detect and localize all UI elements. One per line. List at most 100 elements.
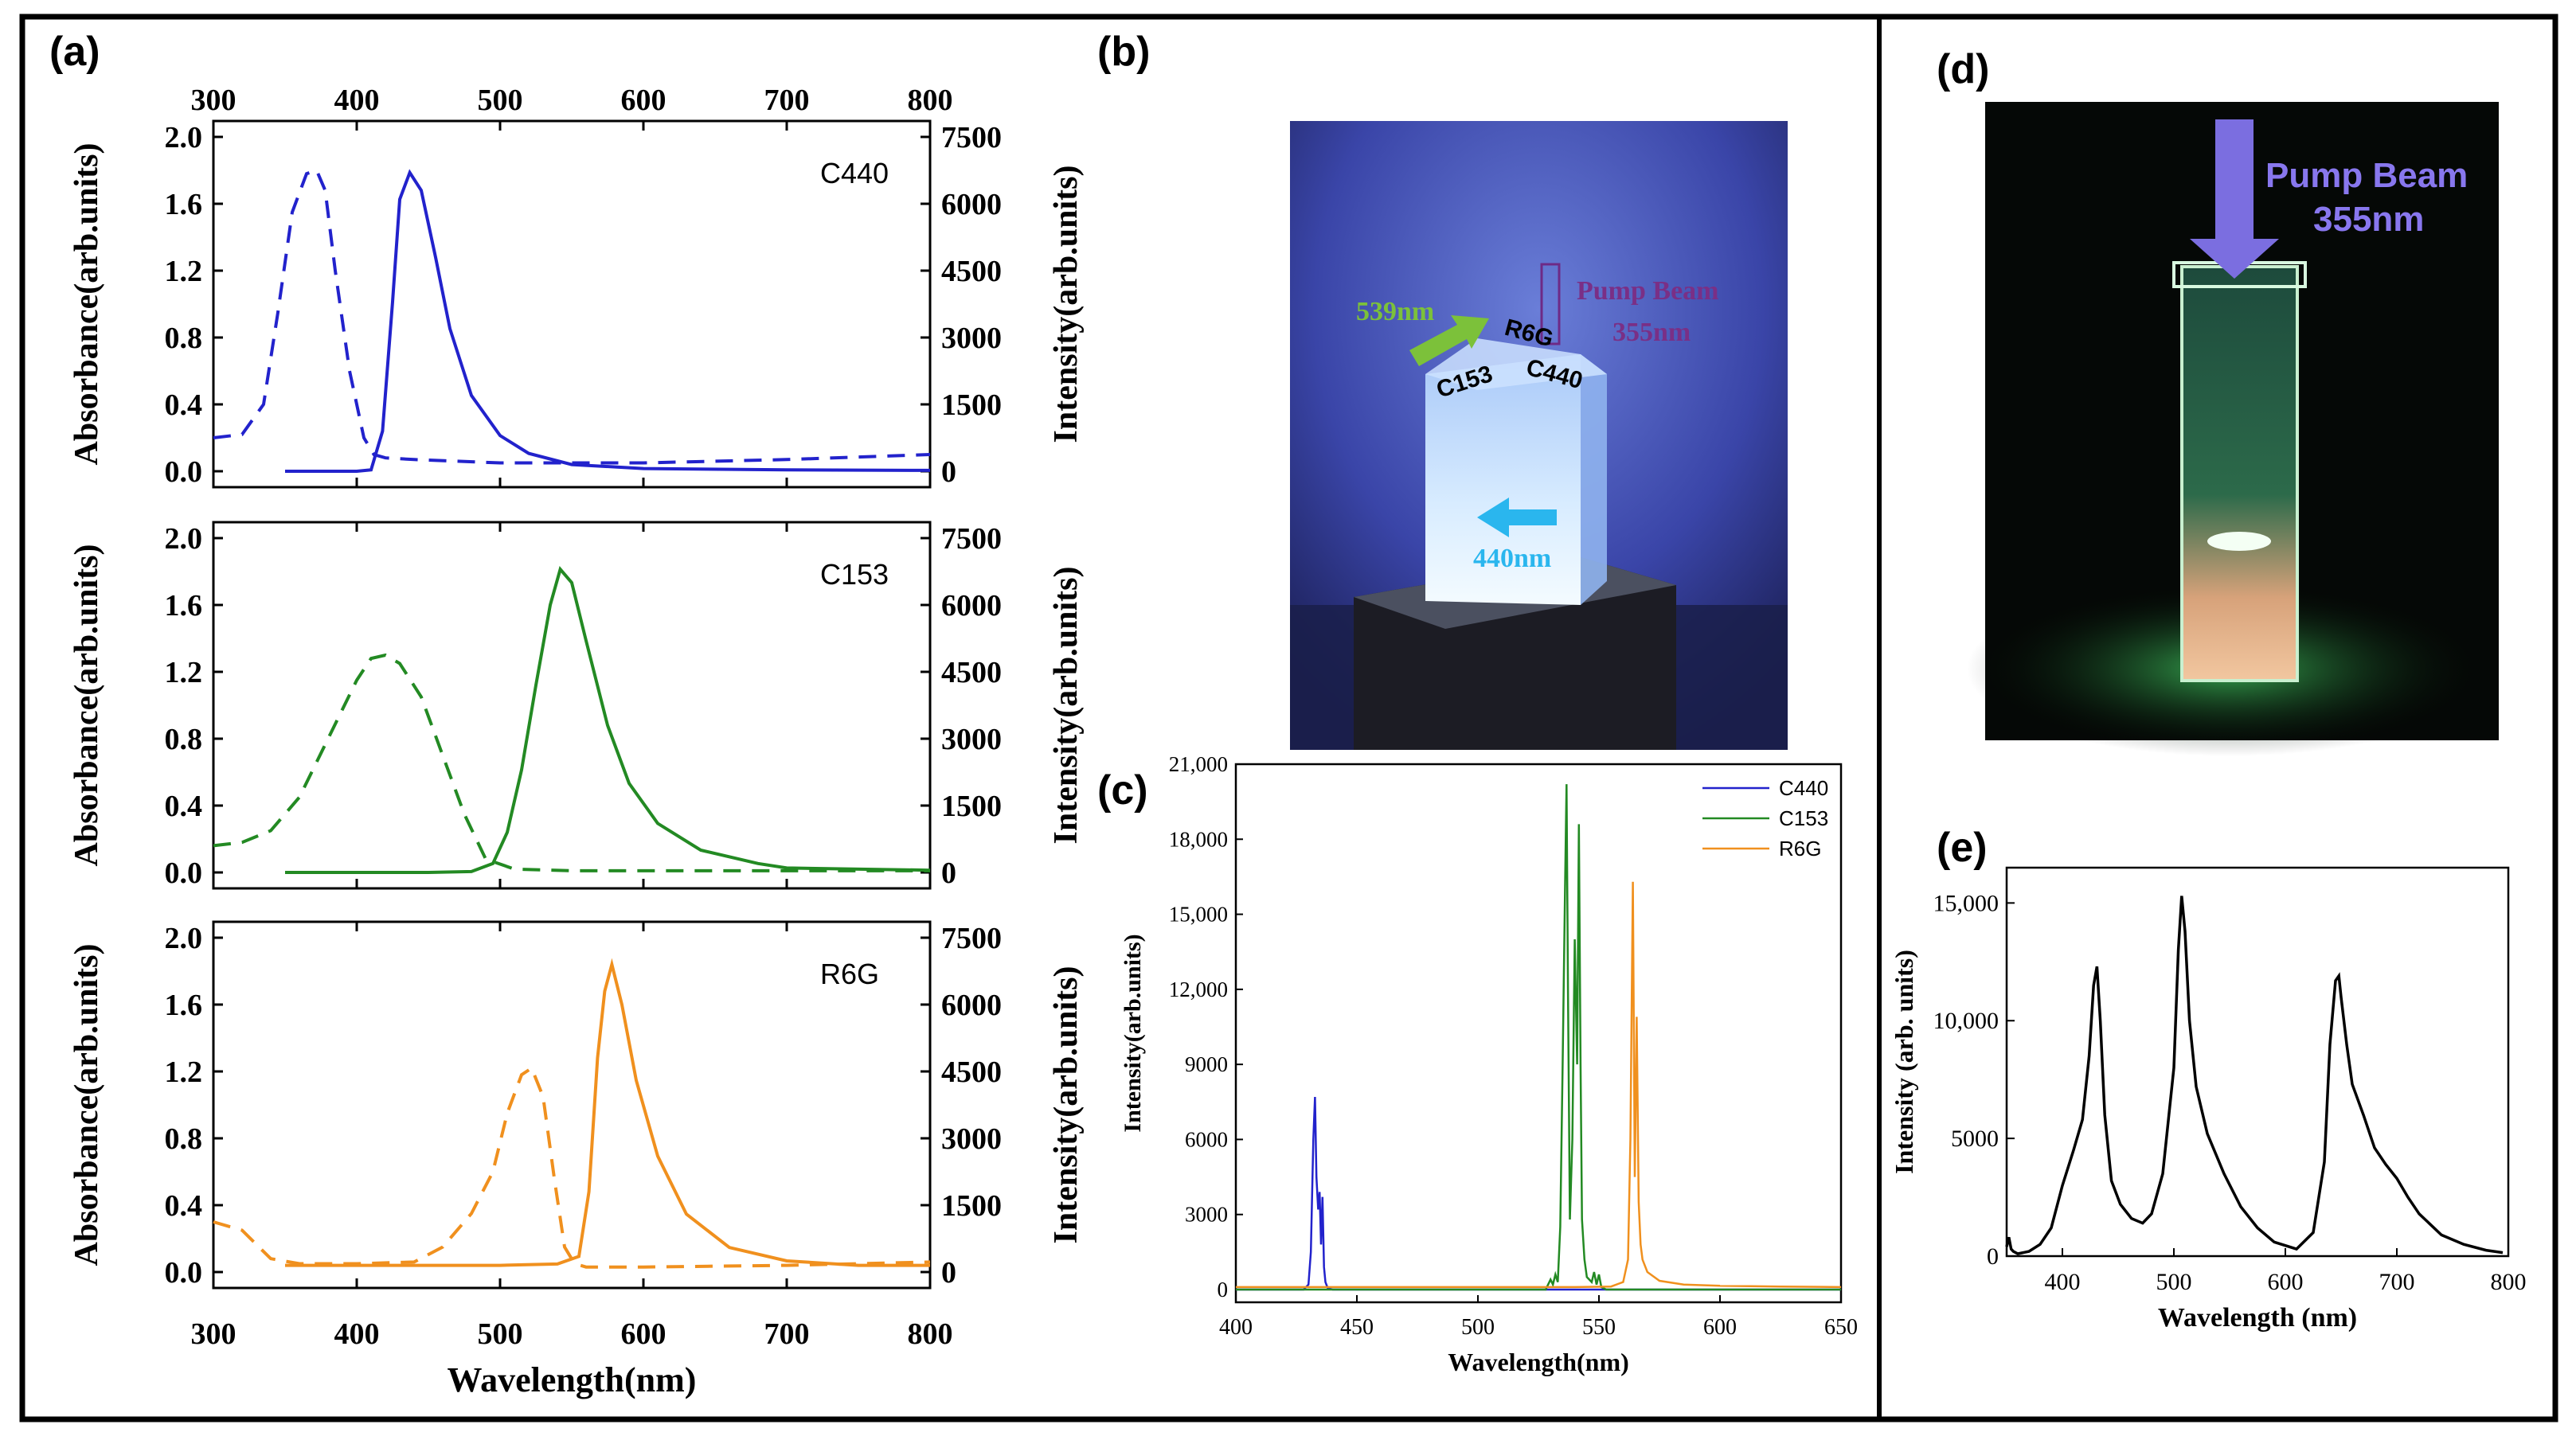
- photo-b-pump-marker: [1540, 263, 1561, 345]
- plot-frame-e: [2005, 866, 2510, 1258]
- photo-b-green-arrow: [1409, 315, 1489, 366]
- tick-label-left: 2.0: [165, 121, 203, 154]
- chart-c: 0 3000 6000 9000 12,000 15,000 18,000 21,000 400…: [1120, 752, 1858, 1376]
- tick-label-right: 0: [941, 1256, 956, 1290]
- tick-label-left: 0.0: [165, 455, 203, 489]
- tick-label-top: 400: [334, 84, 380, 117]
- photo-b-label-539nm: 539nm: [1356, 297, 1434, 326]
- photo-d-cuvette: [2180, 265, 2299, 682]
- legend-label-C440: C440: [1779, 776, 1828, 800]
- tick-label-top: 700: [764, 84, 810, 117]
- panel-label-d: (d): [1937, 46, 1989, 92]
- tick-label-left: 21,000: [1169, 752, 1228, 776]
- tick-label-bottom: 500: [2156, 1269, 2192, 1295]
- tick-label-left: 5000: [1951, 1126, 1999, 1152]
- tick-label-right: 1500: [941, 388, 1002, 422]
- panel-label-b: (b): [1097, 29, 1150, 75]
- tick-label-bottom: 800: [2491, 1269, 2527, 1295]
- tick-label-top: 500: [478, 84, 523, 117]
- tick-label-left: 15,000: [1169, 903, 1228, 927]
- photo-d-hotspot: [2207, 532, 2271, 551]
- panel-label-e: (e): [1937, 825, 1988, 871]
- legend-label-R6G: R6G: [1779, 837, 1821, 860]
- y-axis-label-left: Absorbance(arb.units): [68, 143, 105, 466]
- tick-label-bottom: 800: [908, 1317, 953, 1351]
- y-axis-label-left: Absorbance(arb.units): [68, 944, 105, 1266]
- tick-label-left: 1.2: [165, 1056, 203, 1089]
- tick-label-right: 6000: [941, 989, 1002, 1022]
- tick-label-left: 0.8: [165, 1122, 203, 1156]
- photo-b-cuvette-side: [1581, 354, 1607, 605]
- tick-label-left: 1.6: [165, 989, 203, 1022]
- tick-label-left: 9000: [1185, 1052, 1228, 1076]
- x-axis-label: Wavelength(nm): [448, 1360, 697, 1399]
- x-axis-label: Wavelength(nm): [1448, 1348, 1629, 1376]
- absorbance-curve-C440: [213, 168, 931, 465]
- subplot-label: C440: [820, 157, 889, 189]
- photo-b-label-pump: Pump Beam: [1577, 276, 1719, 306]
- absorbance-curve-C153: [213, 653, 930, 872]
- y-axis-label: Intensity (arb. units): [1890, 950, 1918, 1174]
- tick-label-top: 800: [908, 84, 953, 117]
- tick-label-left: 1.6: [165, 188, 203, 221]
- tick-label-left: 0.8: [165, 322, 203, 355]
- tick-label-right: 6000: [941, 188, 1002, 221]
- emission-curve-C440: [285, 169, 931, 473]
- tick-label-bottom: 550: [1582, 1315, 1616, 1340]
- plot-frame-a-0: [212, 119, 932, 489]
- tick-label-bottom: 450: [1340, 1315, 1374, 1340]
- tick-label-bottom: 400: [334, 1317, 380, 1351]
- tick-label-right: 4500: [941, 255, 1002, 288]
- tick-label-left: 0.8: [165, 723, 203, 756]
- tick-label-right: 3000: [941, 322, 1002, 355]
- tick-label-bottom: 600: [2268, 1269, 2304, 1295]
- tick-label-right: 7500: [941, 522, 1002, 556]
- tick-label-right: 0: [941, 857, 956, 890]
- tick-label-right: 7500: [941, 922, 1002, 955]
- x-axis-label: Wavelength (nm): [2158, 1303, 2357, 1333]
- y-axis-label-right: Intensity(arb.units): [1048, 166, 1085, 443]
- series-line-R6G: [1236, 881, 1842, 1289]
- tick-label-bottom: 500: [1461, 1315, 1495, 1340]
- emission-curve-R6G: [285, 958, 930, 1267]
- tick-label-right: 1500: [941, 790, 1002, 823]
- tick-label-left: 10,000: [1933, 1008, 1999, 1034]
- chart-e: 0 5000 10,000 15,000 400 500 600 700 800 Waveleng…: [1890, 866, 2527, 1333]
- tick-label-left: 0.4: [165, 1189, 203, 1223]
- plot-frame-c: [1234, 763, 1843, 1304]
- photo-b: 539nm Pump Beam 355nm R6G C153 C440 440n…: [1290, 121, 1788, 750]
- photo-b-label-pump-nm: 355nm: [1612, 318, 1691, 347]
- tick-label-top: 300: [191, 84, 236, 117]
- photo-b-cuvette-front: [1425, 354, 1581, 605]
- y-axis-label: Intensity(arb.units): [1120, 934, 1146, 1132]
- panel-label-c: (c): [1097, 767, 1148, 814]
- y-axis-label-left: Absorbance(arb.units): [68, 544, 105, 867]
- tick-label-left: 0: [1218, 1278, 1229, 1301]
- plot-frame-a-1: [212, 521, 932, 890]
- tick-label-left: 2.0: [165, 522, 203, 556]
- photo-d-label-pump-nm: 355nm: [2313, 200, 2424, 239]
- photo-b-label-440nm: 440nm: [1473, 544, 1551, 573]
- tick-label-left: 2.0: [165, 922, 203, 955]
- tick-label-bottom: 400: [2045, 1269, 2081, 1295]
- tick-label-bottom: 700: [2379, 1269, 2415, 1295]
- photo-d-pump-arrow: [2190, 119, 2279, 279]
- tick-label-bottom: 600: [621, 1317, 666, 1351]
- panel-label-a: (a): [49, 29, 100, 75]
- tick-label-bottom: 300: [191, 1317, 236, 1351]
- legend-label-C153: C153: [1779, 806, 1828, 830]
- series-line-C153: [1236, 784, 1841, 1291]
- plot-frame-a-2: [212, 920, 932, 1290]
- tick-label-left: 1.2: [165, 255, 203, 288]
- y-axis-label-right: Intensity(arb.units): [1048, 966, 1085, 1244]
- y-axis-label-right: Intensity(arb.units): [1048, 567, 1085, 845]
- tick-label-left: 6000: [1185, 1127, 1228, 1151]
- subplot-label: R6G: [820, 958, 879, 990]
- series-line-C440: [1236, 1096, 1841, 1291]
- figure-frame: [19, 14, 2558, 1422]
- tick-label-left: 12,000: [1169, 978, 1228, 1001]
- tick-label-bottom: 700: [764, 1317, 810, 1351]
- tick-label-left: 0.0: [165, 1256, 203, 1290]
- chart-a: 0.00.40.81.21.62.0015003000450060007500C…: [68, 84, 1085, 1399]
